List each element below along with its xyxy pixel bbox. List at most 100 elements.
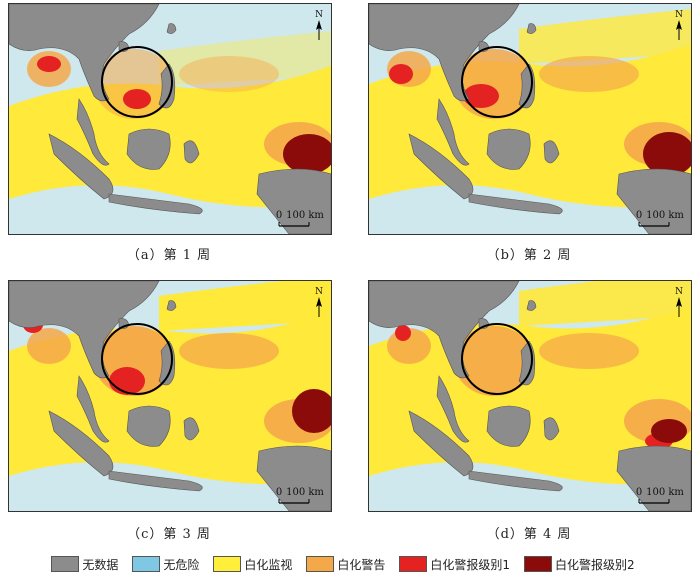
bleaching-alert-2-zone — [643, 132, 691, 176]
new-guinea-island — [616, 445, 691, 511]
scale-bar — [638, 222, 670, 227]
bleaching-watch-zone-north — [159, 31, 331, 86]
bleaching-alert-1-zone — [37, 56, 61, 72]
bleaching-alert-1-zone — [109, 367, 145, 395]
bleaching-watch-zone-north — [159, 281, 331, 331]
bleaching-warning-zone — [94, 49, 174, 119]
malay-peninsula — [76, 375, 110, 443]
bleaching-warning-zone — [539, 333, 639, 369]
mainland-asia — [369, 4, 520, 102]
java-island — [468, 193, 563, 215]
legend-swatch — [213, 556, 242, 572]
sulawesi-island — [183, 417, 200, 441]
caption-week-2: （b）第 2 周 — [486, 248, 572, 263]
malay-peninsula — [436, 375, 470, 443]
taiwan-island — [166, 300, 177, 311]
map-week-4: N 0 100 km — [368, 280, 692, 512]
borneo-island — [126, 128, 171, 170]
bleaching-warning-zone — [179, 56, 279, 92]
sulawesi-island — [543, 417, 560, 441]
map-legend: 无数据 无危险 白化监视 白化警告 白化警报级别1 白化警报级别2 — [0, 552, 700, 576]
legend-swatch — [399, 556, 428, 572]
java-island — [108, 470, 203, 492]
bleaching-warning-zone — [539, 56, 639, 92]
new-guinea-island — [256, 445, 331, 511]
java-island — [468, 470, 563, 492]
scale-zero-label: 0 — [636, 210, 642, 221]
taiwan-island — [166, 23, 177, 34]
scale-distance-label: 100 km — [646, 210, 684, 221]
mainland-asia — [369, 281, 520, 379]
south-china-sea-highlight-circle — [101, 323, 173, 395]
map-week-1: N 0 100 km — [8, 3, 332, 235]
caption-week-3: （c）第 3 周 — [127, 527, 211, 542]
bleaching-watch-zone-north — [519, 9, 691, 64]
bleaching-alert-2-zone — [292, 389, 331, 433]
north-label: N — [315, 10, 323, 20]
north-arrow-icon — [316, 297, 322, 317]
legend-label: 白化警告 — [337, 557, 386, 572]
java-island — [108, 193, 203, 215]
malay-peninsula — [76, 98, 110, 166]
scale-zero-label: 0 — [276, 487, 282, 498]
new-guinea-island — [256, 168, 331, 234]
legend-item-warning: 白化警告 — [306, 556, 385, 573]
north-label: N — [675, 287, 683, 297]
legend-swatch — [132, 556, 161, 572]
bleaching-alert-1-zone — [123, 89, 151, 109]
map-week-3: N 0 100 km — [8, 280, 332, 512]
mainland-asia — [9, 4, 160, 102]
map-week-2: N 0 100 km — [368, 3, 692, 235]
caption-week-4: （d）第 4 周 — [486, 527, 572, 542]
south-china-sea-highlight-circle — [461, 323, 533, 395]
north-label: N — [675, 10, 683, 20]
mainland-asia — [9, 281, 160, 379]
new-guinea-island — [616, 168, 691, 234]
bleaching-warning-zone — [27, 328, 71, 364]
bleaching-warning-zone — [179, 333, 279, 369]
legend-label: 白化警报级别1 — [430, 557, 511, 572]
legend-item-no-risk: 无危险 — [132, 556, 199, 573]
north-arrow-icon — [316, 20, 322, 40]
south-china-sea-highlight-circle — [461, 46, 533, 118]
scale-bar — [638, 499, 670, 504]
taiwan-island — [526, 23, 537, 34]
scale-distance-label: 100 km — [286, 210, 324, 221]
legend-swatch — [524, 556, 553, 572]
scale-distance-label: 100 km — [286, 487, 324, 498]
bleaching-alert-1-zone — [389, 64, 413, 84]
sumatra-island — [408, 133, 474, 200]
taiwan-island — [526, 300, 537, 311]
bleaching-alert-1-zone — [463, 84, 499, 108]
scale-distance-label: 100 km — [646, 487, 684, 498]
sulawesi-island — [543, 140, 560, 164]
legend-label: 无数据 — [82, 557, 119, 572]
legend-swatch — [51, 556, 80, 572]
borneo-island — [126, 405, 171, 447]
north-label: N — [315, 287, 323, 297]
legend-label: 白化警报级别2 — [555, 557, 635, 572]
legend-swatch — [306, 556, 335, 572]
sumatra-island — [48, 133, 114, 200]
legend-label: 无危险 — [163, 557, 200, 572]
caption-week-1: （a）第 1 周 — [126, 248, 212, 263]
north-arrow-icon — [676, 297, 682, 317]
north-arrow-icon — [676, 20, 682, 40]
sulawesi-island — [183, 140, 200, 164]
legend-item-no-data: 无数据 — [51, 556, 118, 573]
scale-zero-label: 0 — [276, 210, 282, 221]
legend-item-watch: 白化监视 — [213, 556, 292, 573]
sumatra-island — [408, 410, 474, 477]
scale-bar — [278, 222, 310, 227]
bleaching-alert-1-zone — [395, 325, 411, 341]
bleaching-alert-2-zone — [651, 419, 687, 443]
scale-bar — [278, 499, 310, 504]
sumatra-island — [48, 410, 114, 477]
bleaching-alert-2-zone — [283, 134, 331, 174]
bleaching-watch-zone-north — [519, 281, 691, 326]
malay-peninsula — [436, 98, 470, 166]
legend-item-alert-1: 白化警报级别1 — [399, 556, 510, 573]
borneo-island — [486, 405, 531, 447]
south-china-sea-highlight-circle — [101, 46, 173, 118]
scale-zero-label: 0 — [636, 487, 642, 498]
